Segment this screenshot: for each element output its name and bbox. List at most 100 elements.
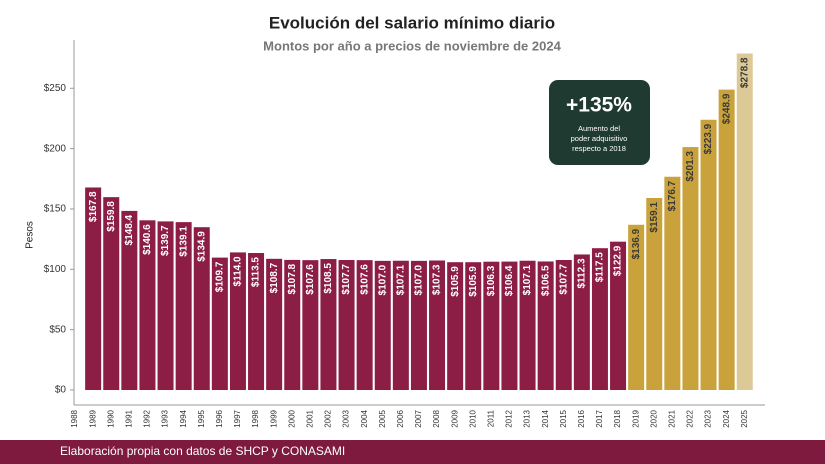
x-tick-label: 2022	[686, 409, 695, 427]
value-label: $201.3	[685, 151, 696, 182]
x-tick-label: 2016	[577, 409, 586, 427]
value-label: $278.8	[739, 57, 750, 88]
value-label: $167.8	[88, 191, 99, 222]
x-tick-label: 2018	[613, 409, 622, 427]
x-tick-label: 1992	[143, 409, 152, 427]
x-tick-label: 2020	[649, 409, 658, 427]
value-label: $122.9	[613, 245, 624, 276]
x-tick-label: 2001	[305, 409, 314, 427]
bar	[320, 259, 337, 390]
value-label: $148.4	[124, 214, 135, 245]
x-tick-label: 2004	[360, 409, 369, 427]
x-tick-label: 1997	[233, 409, 242, 427]
value-label: $159.8	[106, 201, 117, 232]
x-tick-label: 2007	[414, 409, 423, 427]
bar	[700, 119, 717, 390]
y-axis-label: Pesos	[25, 221, 36, 249]
bar	[157, 221, 174, 390]
bar	[591, 248, 608, 390]
x-tick-label: 1995	[197, 409, 206, 427]
value-label: $139.7	[160, 225, 171, 256]
x-tick-label: 2023	[704, 409, 713, 427]
bar	[736, 53, 753, 390]
value-label: $109.7	[214, 261, 225, 292]
value-label: $134.9	[196, 231, 207, 262]
value-label: $107.3	[432, 264, 443, 295]
bar	[374, 260, 391, 390]
value-label: $140.6	[142, 224, 153, 255]
bar	[573, 254, 590, 390]
x-tick-label: 2002	[324, 409, 333, 427]
value-label: $107.8	[287, 263, 298, 294]
x-tick-label: 2024	[722, 409, 731, 427]
x-tick-label: 2003	[342, 409, 351, 427]
x-tick-label: 2012	[505, 409, 514, 427]
value-label: $112.3	[576, 258, 587, 288]
value-label: $107.1	[395, 264, 406, 295]
x-tick-label: 2013	[523, 409, 532, 427]
bar	[248, 253, 265, 390]
annotation-text: respecto a 2018	[572, 144, 626, 153]
value-label: $223.9	[703, 123, 714, 154]
value-label: $117.5	[595, 252, 606, 282]
x-tick-label: 1990	[106, 409, 115, 427]
x-tick-label: 2014	[541, 409, 550, 427]
bar	[266, 258, 283, 390]
bar	[465, 262, 482, 390]
x-tick-label: 1989	[88, 409, 97, 427]
bar	[284, 259, 301, 390]
bar	[646, 197, 663, 390]
value-label: $106.3	[486, 265, 497, 296]
y-tick-label: $50	[49, 324, 66, 335]
bar	[175, 222, 192, 390]
bar	[447, 262, 464, 390]
bar	[211, 257, 228, 390]
x-tick-label: 1994	[179, 409, 188, 427]
x-tick-label: 2008	[432, 409, 441, 427]
annotation-value: +135%	[566, 94, 632, 117]
bar	[193, 227, 210, 390]
bar	[537, 261, 554, 390]
bar	[555, 260, 572, 390]
bar	[483, 261, 500, 390]
x-tick-label: 2011	[486, 409, 495, 427]
value-label: $107.7	[558, 264, 569, 295]
value-label: $159.1	[649, 202, 660, 233]
value-label: $107.6	[305, 264, 316, 295]
value-label: $105.9	[450, 266, 461, 297]
value-label: $108.7	[269, 262, 280, 293]
value-label: $176.7	[667, 180, 678, 211]
value-label: $108.5	[323, 263, 334, 294]
bar	[429, 260, 446, 390]
bar	[410, 260, 427, 390]
value-label: $136.9	[631, 228, 642, 259]
value-label: $139.1	[178, 226, 189, 257]
x-tick-label: 2000	[287, 409, 296, 427]
annotation-box	[549, 80, 650, 165]
x-tick-label: 2009	[450, 409, 459, 427]
bar	[229, 252, 246, 390]
value-label: $107.0	[414, 264, 425, 295]
value-label: $107.0	[377, 264, 388, 295]
x-tick-label: 2006	[396, 409, 405, 427]
value-label: $107.7	[341, 264, 352, 295]
value-label: $107.6	[359, 264, 370, 295]
value-label: $106.5	[540, 265, 551, 296]
footer-bar	[0, 440, 825, 464]
bar	[610, 241, 627, 390]
x-tick-label: 2017	[595, 409, 604, 427]
x-tick-label: 2015	[559, 409, 568, 427]
y-tick-label: $100	[44, 264, 67, 275]
bar	[121, 210, 138, 390]
chart-subtitle: Montos por año a precios de noviembre de…	[263, 38, 561, 53]
bar	[501, 261, 518, 390]
x-tick-label: 2005	[378, 409, 387, 427]
bar	[682, 147, 699, 390]
bar	[664, 176, 681, 390]
value-label: $114.0	[233, 256, 244, 286]
bar	[139, 220, 156, 390]
footer-text: Elaboración propia con datos de SHCP y C…	[60, 444, 345, 458]
annotation-text: Aumento del	[578, 124, 620, 133]
x-tick-label: 2010	[468, 409, 477, 427]
